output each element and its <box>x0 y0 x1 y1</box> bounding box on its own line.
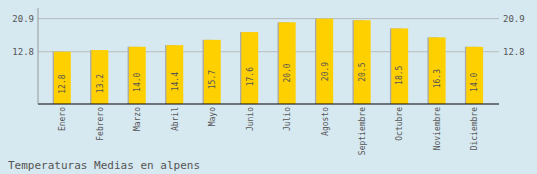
x-tick-label: Octubre <box>395 107 404 141</box>
grid-line <box>38 18 499 19</box>
bar <box>91 50 108 104</box>
data-label: 20.9 <box>321 62 330 81</box>
bar <box>429 37 446 104</box>
bars <box>53 19 483 104</box>
x-tick-label: Septiembre <box>358 107 367 155</box>
data-label: 18.5 <box>395 65 404 84</box>
bar <box>466 47 483 104</box>
x-tick-label: Julio <box>283 107 292 131</box>
x-tick-label: Agosto <box>321 107 330 136</box>
data-label: 20.0 <box>283 63 292 82</box>
title: Temperaturas Medias en alpens <box>8 159 200 172</box>
y-axis-line <box>38 8 39 104</box>
data-label: 12.8 <box>58 74 67 93</box>
data-label: 15.7 <box>208 70 217 89</box>
x-tick-label: Marzo <box>133 107 142 131</box>
bar <box>391 28 408 104</box>
chart-container: 12.8 13.2 14.0 14.4 15.7 17.6 20.0 20.9 20.5 18.5… <box>0 0 537 174</box>
x-axis-line <box>38 103 499 104</box>
bar <box>166 45 183 104</box>
y-tick-label: 12.8 <box>12 47 34 57</box>
y2-tick-label: 20.9 <box>503 14 525 24</box>
data-label: 20.5 <box>358 62 367 81</box>
x-tick-label: Mayo <box>208 107 217 126</box>
x-tick-label: Diciembre <box>470 107 479 151</box>
x-tick-label: Abril <box>171 107 180 131</box>
y2-tick-label: 12.8 <box>503 47 525 57</box>
chart: 12.8 13.2 14.0 14.4 15.7 17.6 20.0 20.9 20.5 18.5… <box>0 0 537 174</box>
x-tick-label: Junio <box>246 107 255 131</box>
data-label: 14.0 <box>470 72 479 91</box>
bar <box>354 20 371 104</box>
data-label: 16.3 <box>433 69 442 88</box>
data-label: 17.6 <box>246 67 255 86</box>
bar <box>279 22 296 104</box>
x-tick-label: Noviembre <box>433 107 442 151</box>
x-tick-label: Febrero <box>96 107 105 141</box>
data-label: 14.4 <box>171 72 180 91</box>
bar <box>241 32 258 104</box>
data-label: 13.2 <box>96 74 105 93</box>
bar <box>204 40 221 104</box>
x-tick-label: Enero <box>58 107 67 131</box>
data-label: 14.0 <box>133 72 142 91</box>
bar <box>316 19 333 104</box>
y-tick-label: 20.9 <box>12 14 34 24</box>
bar <box>129 47 146 104</box>
bar <box>54 52 71 104</box>
background <box>0 0 537 174</box>
